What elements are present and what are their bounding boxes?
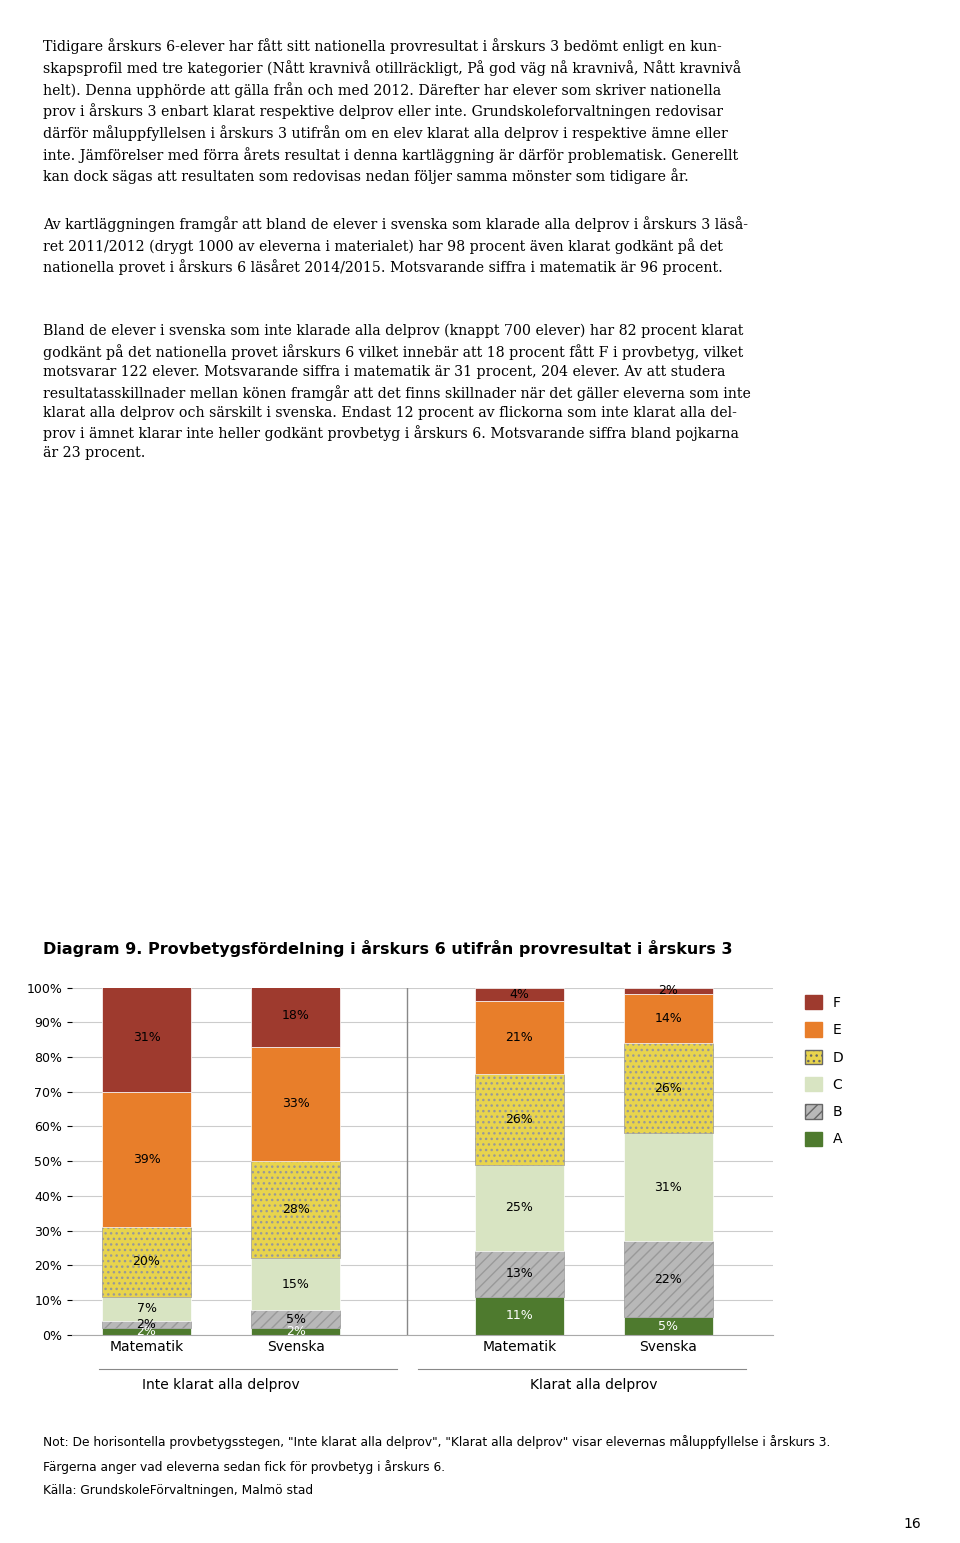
Bar [474, 988, 564, 1001]
Text: Inte klarat alla delprov: Inte klarat alla delprov [142, 1378, 300, 1392]
Bar [102, 1227, 191, 1296]
Bar [624, 1043, 713, 1133]
Bar [474, 1074, 564, 1165]
Bar [474, 1165, 564, 1251]
Bar [624, 994, 713, 1043]
Bar [474, 1296, 564, 1335]
Text: Not: De horisontella provbetygsstegen, "Inte klarat alla delprov", "Klarat alla : Not: De horisontella provbetygsstegen, "… [43, 1435, 830, 1449]
Text: 22%: 22% [655, 1273, 683, 1285]
Bar [102, 1321, 191, 1327]
Text: 4%: 4% [510, 988, 529, 1001]
Bar [102, 984, 191, 1092]
Legend: F, E, D, C, B, A: F, E, D, C, B, A [801, 991, 848, 1151]
Text: Av kartläggningen framgår att bland de elever i svenska som klarade alla delprov: Av kartläggningen framgår att bland de e… [43, 216, 748, 275]
Text: 31%: 31% [655, 1180, 683, 1194]
Text: 2%: 2% [136, 1325, 156, 1338]
Bar [624, 1241, 713, 1318]
Text: 31%: 31% [132, 1031, 160, 1045]
Bar [251, 1259, 341, 1310]
Text: Tidigare årskurs 6-elever har fått sitt nationella provresultat i årskurs 3 bedö: Tidigare årskurs 6-elever har fått sitt … [43, 39, 741, 185]
Text: 15%: 15% [281, 1278, 309, 1291]
Text: 18%: 18% [281, 1009, 309, 1021]
Bar [251, 1327, 341, 1335]
Text: 2%: 2% [659, 984, 679, 997]
Text: 2%: 2% [136, 1318, 156, 1330]
Bar [624, 988, 713, 995]
Text: 5%: 5% [286, 1313, 305, 1325]
Bar [624, 1133, 713, 1241]
Text: 2%: 2% [286, 1325, 305, 1338]
Text: 26%: 26% [655, 1082, 683, 1094]
Text: Färgerna anger vad eleverna sedan fick för provbetyg i årskurs 6.: Färgerna anger vad eleverna sedan fick f… [43, 1460, 445, 1474]
Text: 16: 16 [904, 1517, 922, 1531]
Bar [251, 984, 341, 1046]
Bar [251, 1046, 341, 1160]
Text: 7%: 7% [136, 1302, 156, 1315]
Bar [102, 1092, 191, 1227]
Bar [251, 1310, 341, 1327]
Bar [251, 1160, 341, 1259]
Text: 28%: 28% [281, 1204, 309, 1216]
Bar [102, 1296, 191, 1321]
Text: 26%: 26% [506, 1113, 533, 1126]
Text: Källa: GrundskoleFörvaltningen, Malmö stad: Källa: GrundskoleFörvaltningen, Malmö st… [43, 1484, 313, 1497]
Text: 14%: 14% [655, 1012, 683, 1025]
Text: Diagram 9. Provbetygsfördelning i årskurs 6 utifrån provresultat i årskurs 3: Diagram 9. Provbetygsfördelning i årskur… [43, 940, 732, 957]
Text: 25%: 25% [505, 1202, 533, 1214]
Text: 33%: 33% [282, 1097, 309, 1111]
Text: Klarat alla delprov: Klarat alla delprov [530, 1378, 658, 1392]
Text: 20%: 20% [132, 1256, 160, 1268]
Bar [474, 1251, 564, 1296]
Bar [624, 1318, 713, 1335]
Text: 39%: 39% [132, 1153, 160, 1167]
Text: 13%: 13% [506, 1267, 533, 1281]
Bar [102, 1327, 191, 1335]
Bar [474, 1001, 564, 1074]
Text: 21%: 21% [506, 1031, 533, 1045]
Text: Bland de elever i svenska som inte klarade alla delprov (knappt 700 elever) har : Bland de elever i svenska som inte klara… [43, 324, 751, 460]
Text: 5%: 5% [659, 1319, 679, 1333]
Text: 11%: 11% [506, 1308, 533, 1322]
